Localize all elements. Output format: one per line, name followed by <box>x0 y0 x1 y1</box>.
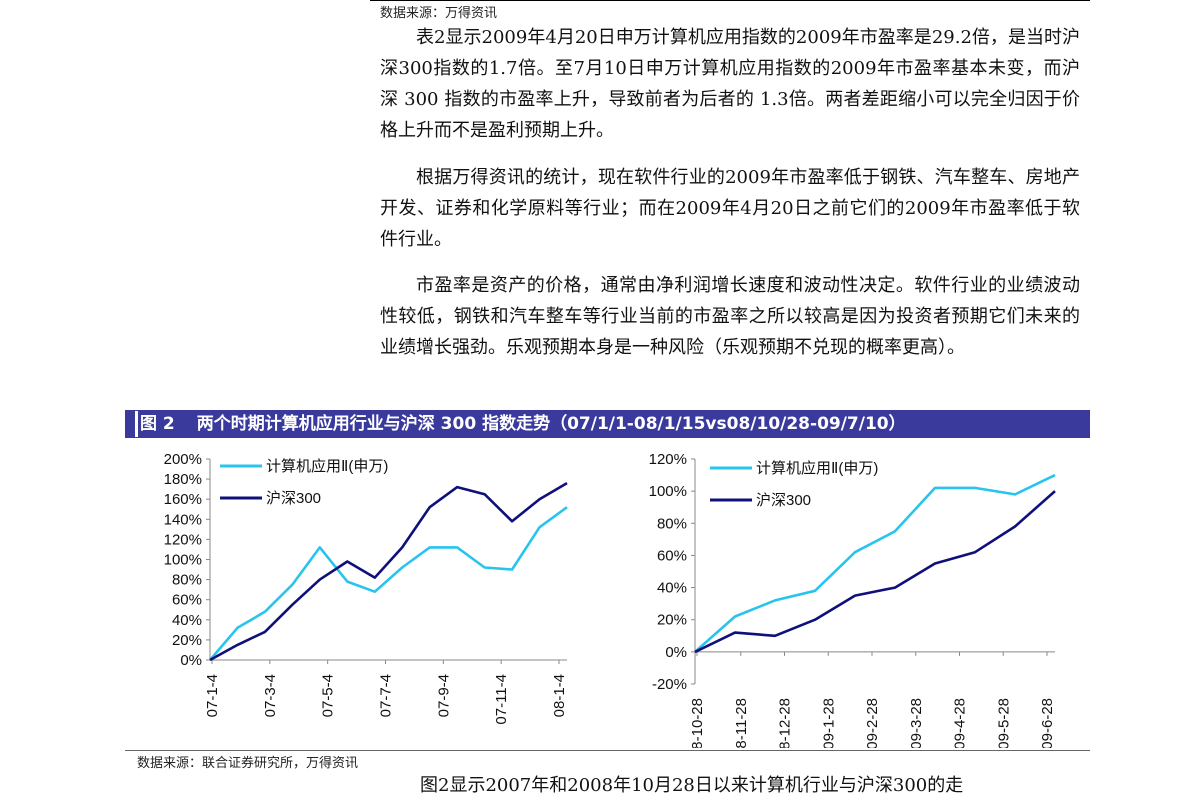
y-tick-label: 60% <box>657 547 687 564</box>
x-tick-label: 09-3-28 <box>908 698 925 748</box>
x-tick-label: 08-11-28 <box>733 698 750 748</box>
x-tick-label: 08-10-28 <box>689 698 706 748</box>
paragraph-2: 根据万得资讯的统计，现在软件行业的2009年市盈率低于钢铁、汽车整车、房地产开发… <box>380 162 1080 255</box>
legend-label-0: 计算机应用Ⅱ(申万) <box>756 459 878 477</box>
y-tick-label: 40% <box>172 612 202 629</box>
figure-title-bar <box>125 410 1090 438</box>
x-tick-label: 07-3-4 <box>262 674 279 717</box>
x-tick-label: 09-5-28 <box>995 698 1012 748</box>
legend-label-1: 沪深300 <box>266 490 321 507</box>
x-tick-label: 09-1-28 <box>820 698 837 748</box>
tail-paragraph: 图2显示2007年和2008年10月28日以来计算机行业与沪深300的走 <box>420 775 964 796</box>
y-tick-label: 80% <box>657 515 687 532</box>
paragraph-1-text: 表2显示2009年4月20日申万计算机应用指数的2009年市盈率是29.2倍，是… <box>380 27 1080 141</box>
y-tick-label: 120% <box>649 451 687 468</box>
bottom-rule <box>125 750 1090 751</box>
y-tick-label: 20% <box>172 632 202 649</box>
paragraph-3-text: 市盈率是资产的价格，通常由净利润增长速度和波动性决定。软件行业的业绩波动性较低，… <box>380 275 1080 358</box>
figure-number: 图 2 <box>140 414 175 434</box>
chart-right: -20% 0% 20% 40% 60% 80% 100% 120% 08-10-28 08-11-… <box>610 448 1090 748</box>
chart-left: 0% 20% 40% 60% 80% 100% 120% 140% 160% 180% 200% 07… <box>125 448 590 748</box>
x-tick-label: 07-5-4 <box>320 674 337 717</box>
x-tick-label: 09-2-28 <box>864 698 881 748</box>
x-tick-label: 09-6-28 <box>1039 698 1056 748</box>
y-tick-label: 140% <box>164 511 202 528</box>
y-tick-label: -20% <box>652 676 687 693</box>
figure-title: 图 2 两个时期计算机应用行业与沪深 300 指数走势（07/1/1-08/1/1… <box>135 411 906 437</box>
series-line-1 <box>209 481 568 662</box>
top-rule <box>370 0 1090 1</box>
source-note-bottom: 数据来源：联合证券研究所，万得资讯 <box>137 756 359 771</box>
chart-right-svg: -20% 0% 20% 40% 60% 80% 100% 120% 08-10-28 08-11-… <box>649 451 1056 748</box>
y-tick-label: 20% <box>657 612 687 629</box>
x-tick-label: 08-12-28 <box>777 698 794 748</box>
y-tick-label: 180% <box>164 471 202 488</box>
source-note-top: 数据来源：万得资讯 <box>380 6 498 21</box>
series-line-1 <box>694 490 1056 654</box>
y-tick-label: 0% <box>665 644 687 661</box>
x-tick-label: 07-7-4 <box>378 674 395 717</box>
y-tick-label: 160% <box>164 491 202 508</box>
legend-label-1: 沪深300 <box>756 492 811 509</box>
y-tick-label: 100% <box>649 483 687 500</box>
y-tick-label: 200% <box>164 451 202 468</box>
x-tick-label: 07-1-4 <box>204 674 221 717</box>
x-tick-label: 09-4-28 <box>952 698 969 748</box>
y-tick-label: 40% <box>657 580 687 597</box>
legend-label-0: 计算机应用Ⅱ(申万) <box>266 457 388 475</box>
y-tick-label: 120% <box>164 531 202 548</box>
figure-title-text: 两个时期计算机应用行业与沪深 300 指数走势（07/1/1-08/1/15vs… <box>196 414 906 434</box>
paragraph-2-text: 根据万得资讯的统计，现在软件行业的2009年市盈率低于钢铁、汽车整车、房地产开发… <box>380 167 1080 250</box>
y-tick-label: 60% <box>172 592 202 609</box>
y-tick-label: 100% <box>164 552 202 569</box>
paragraph-1: 表2显示2009年4月20日申万计算机应用指数的2009年市盈率是29.2倍，是… <box>380 22 1080 146</box>
y-tick-label: 80% <box>172 572 202 589</box>
paragraph-3: 市盈率是资产的价格，通常由净利润增长速度和波动性决定。软件行业的业绩波动性较低，… <box>380 270 1080 363</box>
chart-left-svg: 0% 20% 40% 60% 80% 100% 120% 140% 160% 180% 200% 07… <box>164 451 568 725</box>
x-tick-label: 07-11-4 <box>493 674 510 725</box>
x-tick-label: 07-9-4 <box>435 674 452 717</box>
series-line-0 <box>209 506 568 661</box>
y-tick-label: 0% <box>180 652 202 669</box>
series-line-0 <box>694 473 1056 653</box>
x-tick-label: 08-1-4 <box>551 674 568 717</box>
